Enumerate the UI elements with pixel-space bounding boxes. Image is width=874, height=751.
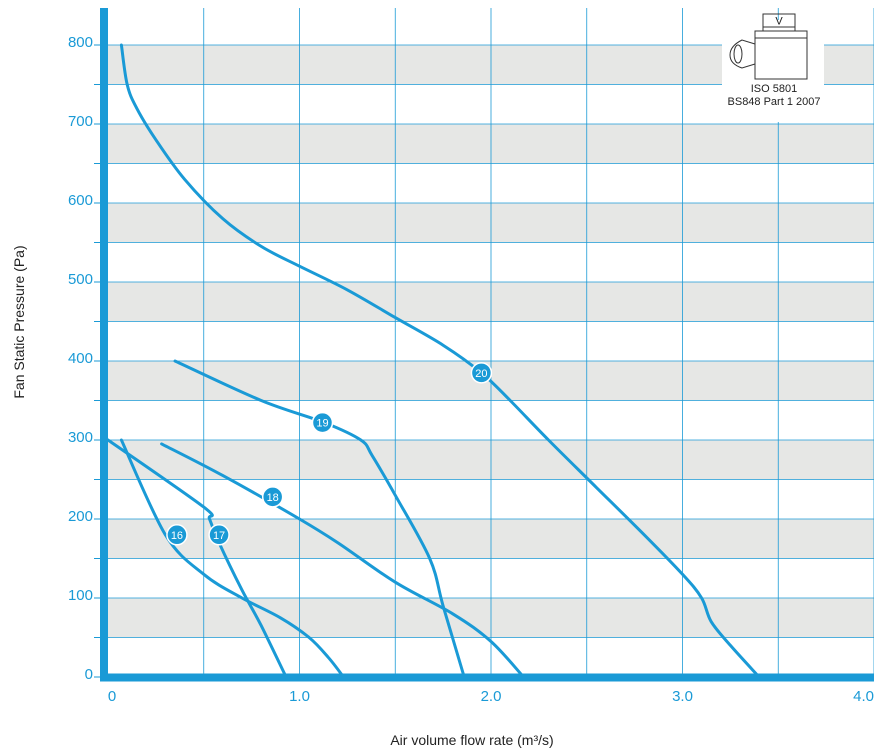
series-line-17 (119, 438, 345, 679)
series-badge-label: 16 (171, 530, 183, 542)
fan-test-rig-icon (729, 13, 808, 80)
series-line-19 (173, 359, 466, 679)
y-tick-label: 400 (68, 350, 93, 367)
x-tick-label: 3.0 (672, 688, 693, 705)
y-tick-labels: 0 100 200 300 400 500 600 700 800 (68, 34, 104, 683)
x-tick-label: 0 (108, 688, 116, 705)
standard-box-label: V (775, 16, 783, 28)
series-badge-label: 20 (475, 368, 487, 380)
series-line-18 (160, 442, 526, 679)
series-badge-label: 19 (316, 418, 328, 430)
series-lines (106, 43, 761, 679)
y-tick-label: 800 (68, 34, 93, 51)
y-tick-label: 100 (68, 587, 93, 604)
series-badge-18: 18 (261, 486, 284, 508)
series-badges: 16 17 18 19 20 (166, 362, 493, 546)
series-badge-label: 18 (267, 492, 279, 504)
test-standard-box: V ISO 5801 BS848 Part 1 2007 (722, 13, 824, 122)
series-badge-circle (261, 486, 284, 508)
x-tick-label: 1.0 (289, 688, 310, 705)
series-badge-20: 20 (470, 362, 493, 384)
series-badge-circle (311, 411, 334, 434)
x-tick-label: 2.0 (481, 688, 502, 705)
series-badge-label: 17 (213, 530, 225, 542)
series-badge-circle (208, 524, 230, 546)
x-tick-label: 4.0 (853, 688, 874, 705)
series-badge-16: 16 (166, 524, 188, 546)
y-tick-label: 700 (68, 113, 93, 130)
y-tick-label: 0 (85, 666, 93, 683)
y-tick-label: 300 (68, 429, 93, 446)
axes (100, 8, 874, 682)
series-badge-circle (470, 362, 493, 384)
standard-iso: ISO 5801 (751, 83, 797, 95)
x-tick-labels: 0 1.0 2.0 3.0 4.0 (108, 688, 874, 705)
series-line-20 (119, 43, 761, 679)
x-axis-title: Air volume flow rate (m³/s) (390, 732, 553, 748)
y-tick-label: 200 (68, 508, 93, 525)
series-badge-19: 19 (311, 411, 334, 434)
y-axis-title: Fan Static Pressure (Pa) (11, 245, 27, 398)
series-badge-17: 17 (208, 524, 230, 546)
y-tick-label: 600 (68, 192, 93, 209)
y-tick-label: 500 (68, 271, 93, 288)
standard-bs: BS848 Part 1 2007 (728, 96, 821, 108)
series-badge-circle (166, 524, 188, 546)
